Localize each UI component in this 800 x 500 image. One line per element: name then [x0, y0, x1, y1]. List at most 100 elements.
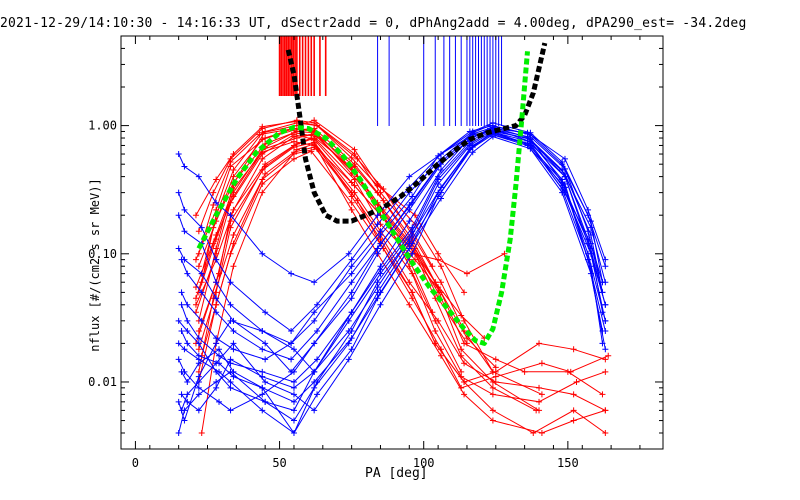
data-point-26-1 [184, 270, 191, 277]
data-point-24-6 [290, 391, 297, 398]
data-point-30-3 [213, 384, 220, 391]
data-point-28-6 [290, 378, 297, 385]
data-point-11-1 [213, 250, 220, 257]
data-point-22-3 [216, 346, 223, 353]
data-point-26-3 [213, 309, 220, 316]
data-point-32-0 [178, 289, 185, 296]
data-point-33-16 [587, 250, 594, 257]
data-point-33-7 [311, 368, 318, 375]
data-point-13-7 [374, 182, 381, 189]
series-line-35 [178, 122, 603, 332]
data-point-33-6 [290, 346, 297, 353]
data-point-33-10 [406, 236, 413, 243]
data-point-10-9 [438, 263, 445, 270]
data-point-23-3 [213, 279, 220, 286]
data-point-20-5 [259, 250, 266, 257]
data-point-26-2 [198, 289, 205, 296]
data-point-14-1 [213, 289, 220, 296]
data-point-13-2 [230, 151, 237, 158]
data-point-14-12 [536, 398, 543, 405]
data-point-16-10 [461, 391, 468, 398]
x-tick-label-0: 0 [132, 456, 139, 470]
data-point-32-8 [348, 270, 355, 277]
data-point-17-0 [192, 256, 199, 263]
data-point-32-7 [311, 309, 318, 316]
data-point-25-16 [587, 224, 594, 231]
data-point-5-0 [192, 301, 199, 308]
data-point-12-13 [567, 368, 574, 375]
data-point-9-4 [293, 140, 300, 147]
data-point-34-11 [435, 189, 442, 196]
data-point-34-4 [230, 373, 237, 380]
data-point-32-4 [230, 346, 237, 353]
data-point-19-8 [409, 289, 416, 296]
series-line-32 [181, 125, 603, 360]
data-point-24-9 [377, 301, 384, 308]
model-curves [196, 42, 548, 346]
data-point-29-7 [311, 340, 318, 347]
data-point-34-15 [561, 184, 568, 191]
series-line-2 [198, 122, 494, 373]
series-line-16 [198, 148, 606, 434]
data-point-17-12 [533, 407, 540, 414]
data-point-21-2 [195, 340, 202, 347]
data-point-19-6 [348, 199, 355, 206]
data-point-30-0 [178, 391, 185, 398]
data-point-9-14 [602, 429, 609, 436]
data-point-30-2 [195, 407, 202, 414]
data-point-19-11 [492, 368, 499, 375]
data-point-27-5 [262, 398, 269, 405]
data-point-32-10 [409, 193, 416, 200]
data-point-35-0 [175, 189, 182, 196]
data-point-13-9 [435, 250, 442, 257]
data-point-31-8 [348, 346, 355, 353]
green-model-curve [196, 51, 530, 346]
data-point-13-10 [461, 289, 468, 296]
series-lines [175, 117, 612, 436]
data-point-35-5 [262, 309, 269, 316]
data-point-21-11 [438, 167, 445, 174]
data-point-14-5 [311, 139, 318, 146]
data-point-33-5 [259, 327, 266, 334]
data-point-14-3 [259, 167, 266, 174]
data-point-29-6 [288, 368, 295, 375]
data-point-18-10 [463, 270, 470, 277]
data-point-34-3 [216, 360, 223, 367]
data-point-35-6 [288, 327, 295, 334]
data-point-5-6 [351, 176, 358, 183]
data-point-12-12 [538, 360, 545, 367]
data-point-19-5 [308, 148, 315, 155]
data-point-6-0 [198, 429, 205, 436]
data-point-33-2 [195, 373, 202, 380]
data-point-19-4 [290, 155, 297, 162]
data-point-29-5 [262, 340, 269, 347]
data-point-33-9 [374, 284, 381, 291]
data-point-8-0 [192, 295, 199, 302]
data-point-16-9 [438, 352, 445, 359]
data-point-28-2 [195, 335, 202, 342]
data-point-27-16 [587, 263, 594, 270]
data-point-27-3 [213, 378, 220, 385]
series-line-31 [178, 136, 606, 434]
data-point-14-8 [409, 270, 416, 277]
data-point-29-3 [213, 295, 220, 302]
data-point-30-15 [561, 173, 568, 180]
data-point-9-11 [489, 407, 496, 414]
data-point-31-5 [259, 407, 266, 414]
data-point-27-6 [290, 417, 297, 424]
data-point-10-10 [461, 317, 468, 324]
axis-ticks: 0 50 100 150 0.01 0.10 1.00 [88, 35, 663, 470]
data-point-26-9 [377, 240, 384, 247]
data-point-9-13 [570, 407, 577, 414]
data-point-16-14 [602, 407, 609, 414]
data-point-2-9 [438, 279, 445, 286]
data-point-15-1 [210, 224, 217, 231]
data-point-21-4 [227, 384, 234, 391]
data-point-27-7 [311, 384, 318, 391]
data-point-30-17 [602, 301, 609, 308]
data-point-35-11 [438, 151, 445, 158]
top-tick-marks [278, 36, 503, 126]
data-point-12-8 [409, 295, 416, 302]
y-axis-label: nflux [#/(cm2 s sr MeV)] [88, 178, 102, 352]
